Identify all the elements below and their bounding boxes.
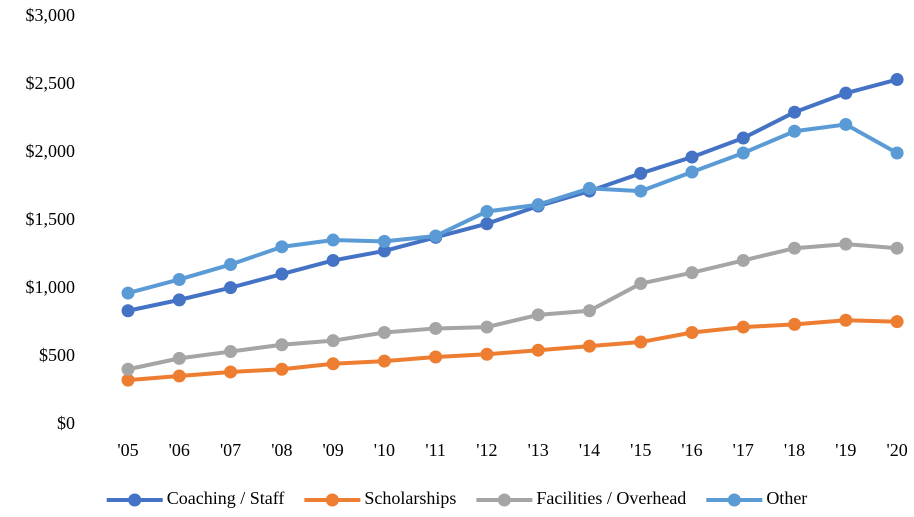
point	[480, 204, 494, 218]
point	[890, 73, 904, 87]
point	[634, 335, 648, 349]
point	[531, 198, 545, 212]
point	[326, 334, 340, 348]
point	[326, 357, 340, 371]
point	[224, 365, 238, 379]
point	[839, 117, 853, 131]
point	[788, 317, 802, 331]
point	[736, 131, 750, 145]
legend-label: Coaching / Staff	[167, 488, 285, 508]
point	[275, 267, 289, 281]
series-line	[127, 77, 898, 313]
legend-label: Other	[766, 488, 807, 508]
legend-label: Facilities / Overhead	[536, 488, 686, 508]
point	[685, 266, 699, 280]
point	[582, 339, 596, 353]
legend-marker	[325, 493, 339, 507]
x-tick-label: '10	[374, 440, 395, 460]
legend-marker	[128, 493, 142, 507]
point	[531, 308, 545, 322]
point	[121, 362, 135, 376]
point	[275, 338, 289, 352]
x-tick-label: '20	[886, 440, 907, 460]
x-tick-label: '15	[630, 440, 651, 460]
legend-label: Scholarships	[364, 488, 456, 508]
y-tick-label: $3,000	[26, 5, 76, 25]
point	[839, 86, 853, 100]
point	[377, 234, 391, 248]
point	[685, 326, 699, 340]
point	[377, 244, 391, 258]
point	[736, 253, 750, 267]
point	[839, 237, 853, 251]
point	[531, 343, 545, 357]
y-tick-label: $2,500	[26, 73, 76, 93]
point	[326, 253, 340, 267]
point	[788, 241, 802, 255]
y-tick-label: $0	[57, 413, 75, 433]
x-tick-label: '06	[169, 440, 190, 460]
point	[736, 320, 750, 334]
series-line	[127, 122, 899, 296]
point	[480, 347, 494, 361]
point	[582, 181, 596, 195]
point	[377, 326, 391, 340]
point	[890, 146, 904, 160]
x-tick-label: '07	[220, 440, 241, 460]
point	[480, 217, 494, 231]
point	[685, 165, 699, 179]
point	[788, 105, 802, 119]
point	[121, 286, 135, 300]
x-tick-label: '17	[733, 440, 754, 460]
point	[839, 313, 853, 327]
point	[736, 146, 750, 160]
point	[224, 258, 238, 272]
y-tick-label: $500	[39, 345, 75, 365]
point	[172, 272, 186, 286]
point	[172, 351, 186, 365]
legend-marker	[727, 493, 741, 507]
point	[275, 240, 289, 254]
x-tick-label: '12	[476, 440, 497, 460]
point	[429, 321, 443, 335]
x-tick-label: '13	[528, 440, 549, 460]
legend: Coaching / Staff Scholarships Facilities /…	[106, 488, 807, 508]
point	[480, 320, 494, 334]
series-line	[127, 318, 898, 383]
x-tick-label: '14	[579, 440, 600, 460]
point	[429, 350, 443, 364]
point	[121, 373, 135, 387]
x-tick-label: '18	[784, 440, 805, 460]
point	[121, 304, 135, 318]
point	[224, 345, 238, 359]
point	[326, 233, 340, 247]
series-line	[127, 242, 898, 372]
point	[224, 281, 238, 295]
point	[788, 124, 802, 138]
point	[634, 277, 648, 291]
point	[890, 315, 904, 329]
x-tick-label: '11	[425, 440, 446, 460]
point	[275, 362, 289, 376]
point	[172, 369, 186, 383]
x-tick-label: '16	[681, 440, 702, 460]
point	[685, 150, 699, 164]
point	[634, 184, 648, 198]
point	[890, 241, 904, 255]
point	[429, 229, 443, 243]
x-tick-label: '09	[322, 440, 343, 460]
x-tick-label: '05	[117, 440, 138, 460]
point	[582, 304, 596, 318]
y-tick-label: $1,000	[26, 277, 76, 297]
legend-marker	[497, 493, 511, 507]
x-tick-label: '08	[271, 440, 292, 460]
point	[634, 166, 648, 180]
y-tick-label: $1,500	[26, 209, 76, 229]
point	[172, 293, 186, 307]
y-tick-label: $2,000	[26, 141, 76, 161]
x-tick-label: '19	[835, 440, 856, 460]
point	[377, 354, 391, 368]
